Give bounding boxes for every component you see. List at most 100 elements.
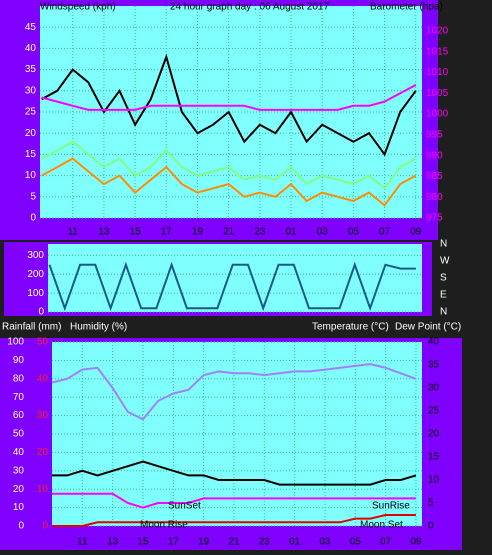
chart-title: 24 hour graph day : 06 August 2017 <box>170 2 329 13</box>
y-tick-label: 10 <box>428 475 440 486</box>
x-tick-label: 11 <box>77 537 88 548</box>
x-tick-label: 03 <box>319 537 331 548</box>
x-tick-label: 09 <box>410 537 422 548</box>
y-tick-label: 10 <box>25 170 37 181</box>
y-tick-label: 50 <box>37 337 49 348</box>
y-tick-label: W <box>440 256 450 267</box>
y-tick-label: 1005 <box>426 88 449 99</box>
y-tick-label: 1020 <box>426 26 449 37</box>
y-tick-label: 90 <box>13 355 25 366</box>
y-tick-label: 980 <box>426 192 443 203</box>
x-tick-label: 05 <box>350 537 362 548</box>
y-tick-label: 15 <box>25 149 37 160</box>
y-tick-label: N <box>440 307 447 318</box>
x-tick-label: 05 <box>348 227 360 238</box>
x-tick-label: 19 <box>192 227 204 238</box>
y-tick-label: 30 <box>37 410 49 421</box>
y-tick-label: 1000 <box>426 109 449 120</box>
y-tick-label: 80 <box>13 373 25 384</box>
y-tick-label: 25 <box>428 406 440 417</box>
y-tick-label: 5 <box>428 498 434 509</box>
axis-label: Temperature (°C) <box>312 322 389 333</box>
x-tick-label: 03 <box>317 227 329 238</box>
y-tick-label: 5 <box>30 191 36 202</box>
y-tick-label: 35 <box>25 64 37 75</box>
y-tick-label: 0 <box>428 521 434 532</box>
y-tick-label: 100 <box>7 337 24 348</box>
y-tick-label: 985 <box>426 171 443 182</box>
y-tick-label: 45 <box>25 22 37 33</box>
axis-label: Windspeed (kph) <box>40 2 116 13</box>
x-tick-label: 21 <box>228 537 240 548</box>
x-tick-label: 07 <box>380 537 392 548</box>
x-tick-label: 23 <box>259 537 271 548</box>
x-tick-label: 09 <box>410 227 422 238</box>
y-tick-label: 40 <box>37 373 49 384</box>
plot-area <box>48 244 422 312</box>
y-tick-label: 30 <box>428 383 440 394</box>
y-tick-label: 35 <box>428 360 440 371</box>
x-tick-label: 21 <box>223 227 235 238</box>
y-tick-label: N <box>440 239 447 250</box>
y-tick-label: 15 <box>428 452 440 463</box>
y-tick-label: 995 <box>426 130 443 141</box>
y-tick-label: 1015 <box>426 46 449 57</box>
y-tick-label: 1010 <box>426 67 449 78</box>
y-tick-label: E <box>440 290 447 301</box>
annotation: SunRise <box>372 501 410 512</box>
y-tick-label: S <box>440 273 447 284</box>
series-line <box>41 84 417 111</box>
x-tick-label: 15 <box>137 537 149 548</box>
x-tick-label: 17 <box>161 227 173 238</box>
y-tick-label: 200 <box>27 269 44 280</box>
y-tick-label: 300 <box>27 250 44 261</box>
series-line <box>52 492 416 509</box>
y-tick-label: 0 <box>38 307 44 318</box>
y-tick-label: 20 <box>428 429 440 440</box>
annotation: Moon Rise <box>140 520 188 531</box>
x-tick-label: 13 <box>98 227 110 238</box>
annotation: Moon Set <box>360 520 403 531</box>
x-tick-label: 15 <box>130 227 142 238</box>
series-line <box>41 140 417 190</box>
y-tick-label: 40 <box>13 447 25 458</box>
x-tick-label: 19 <box>198 537 210 548</box>
y-tick-label: 0 <box>30 213 36 224</box>
x-tick-label: 01 <box>289 537 301 548</box>
y-tick-label: 40 <box>428 337 440 348</box>
y-tick-label: 990 <box>426 150 443 161</box>
y-tick-label: 100 <box>27 288 44 299</box>
x-tick-label: 01 <box>285 227 297 238</box>
series-line <box>51 363 417 421</box>
y-tick-label: 70 <box>13 392 25 403</box>
axis-label: Humidity (%) <box>70 322 127 333</box>
axis-label: Barometer (hpa) <box>370 2 443 13</box>
y-tick-label: 60 <box>13 410 25 421</box>
y-tick-label: 10 <box>37 484 49 495</box>
series-line <box>41 53 417 157</box>
series-line <box>52 460 417 486</box>
series-line <box>48 261 416 312</box>
y-tick-label: 30 <box>13 465 25 476</box>
y-tick-label: 50 <box>13 429 25 440</box>
y-tick-label: 25 <box>25 107 37 118</box>
y-tick-label: 40 <box>25 43 37 54</box>
y-tick-label: 20 <box>13 484 25 495</box>
x-tick-label: 23 <box>254 227 266 238</box>
x-tick-label: 17 <box>168 537 180 548</box>
series-line <box>52 514 416 527</box>
y-tick-label: 0 <box>18 521 24 532</box>
y-tick-label: 20 <box>25 128 37 139</box>
y-tick-label: 0 <box>42 521 48 532</box>
x-tick-label: 07 <box>379 227 391 238</box>
y-tick-label: 975 <box>426 213 443 224</box>
x-tick-label: 13 <box>107 537 119 548</box>
y-tick-label: 10 <box>13 502 25 513</box>
y-tick-label: 20 <box>37 447 49 458</box>
axis-label: Rainfall (mm) <box>2 322 61 333</box>
annotation: SunSet <box>168 501 201 512</box>
y-tick-label: 30 <box>25 85 37 96</box>
axis-label: Dew Point (°C) <box>395 322 461 333</box>
series-line <box>41 157 417 207</box>
